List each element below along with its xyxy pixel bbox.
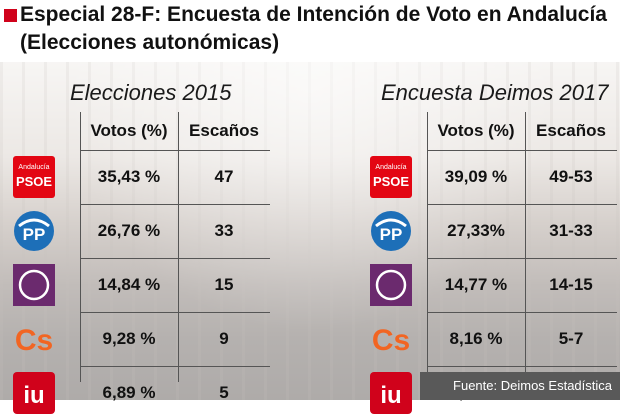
source-credit: Fuente: Deimos Estadística <box>453 378 612 393</box>
divider <box>427 312 617 313</box>
divider <box>427 150 617 151</box>
votes-cell: 14,77 % <box>444 275 508 294</box>
divider <box>427 366 617 367</box>
table-row: Andalucía PSOE 39,09 % 49-53 <box>355 150 620 204</box>
header: Especial 28-F: Encuesta de Intención de … <box>0 0 620 62</box>
votes-cell: 9,28 % <box>102 329 156 348</box>
cs-logo-text: Cs <box>372 324 410 357</box>
podemos-logo <box>13 264 55 306</box>
seats-cell: 14-15 <box>549 275 593 294</box>
seats-cell: 5 <box>219 383 229 402</box>
title-marker <box>4 9 17 22</box>
cs-logo: Cs <box>372 324 410 357</box>
divider <box>80 312 270 313</box>
table-row: Andalucía PSOE 35,43 % 47 <box>0 150 270 204</box>
votes-cell: 6,89 % <box>102 383 156 402</box>
heading-2017: Encuesta Deimos 2017 <box>381 80 609 105</box>
table-row: 14,84 % 15 <box>0 258 270 312</box>
table-row: PP 26,76 % 33 <box>0 204 270 258</box>
iu-logo-text: iu <box>380 382 401 409</box>
psoe-logo-region: Andalucía <box>375 164 406 171</box>
votes-cell: 26,76 % <box>97 221 161 240</box>
iu-logo: iu <box>370 372 412 414</box>
psoe-logo-text: PSOE <box>16 174 52 189</box>
seats-cell: 9 <box>219 329 229 348</box>
seats-cell: 33 <box>214 221 234 240</box>
pp-logo: PP <box>14 211 54 251</box>
page-subtitle: (Elecciones autonómicas) <box>20 31 280 54</box>
heading-2015: Elecciones 2015 <box>70 80 232 105</box>
pp-logo-text: PP <box>23 225 46 244</box>
divider <box>80 112 81 382</box>
cs-logo-text: Cs <box>15 324 53 357</box>
seats-cell: 49-53 <box>549 167 593 186</box>
psoe-logo-region: Andalucía <box>18 164 49 171</box>
divider <box>80 258 270 259</box>
col-votes: Votos (%) <box>437 121 515 140</box>
col-seats: Escaños <box>189 121 259 140</box>
divider <box>178 112 179 382</box>
divider <box>80 150 270 151</box>
table-row: 14,77 % 14-15 <box>355 258 620 312</box>
divider <box>80 366 270 367</box>
divider <box>427 258 617 259</box>
page-title: Especial 28-F: Encuesta de Intención de … <box>20 3 607 26</box>
pp-logo: PP <box>371 211 411 251</box>
table-row: PP 27,33% 31-33 <box>355 204 620 258</box>
divider <box>80 204 270 205</box>
divider <box>427 204 617 205</box>
seats-cell: 31-33 <box>549 221 593 240</box>
divider <box>427 112 428 382</box>
psoe-logo: Andalucía PSOE <box>13 156 55 198</box>
table-row: Cs 9,28 % 9 <box>0 312 270 366</box>
source-bar: Fuente: Deimos Estadística <box>420 372 620 400</box>
votes-cell: 8,16 % <box>449 329 503 348</box>
table-row: Cs 8,16 % 5-7 <box>355 312 620 366</box>
psoe-logo-text: PSOE <box>373 174 409 189</box>
table-row: iu 6,89 % 5 <box>0 328 270 414</box>
seats-cell: 5-7 <box>558 329 584 348</box>
seats-cell: 47 <box>214 167 234 186</box>
iu-logo-text: iu <box>23 382 44 409</box>
seats-cell: 15 <box>214 275 234 294</box>
votes-cell: 35,43 % <box>97 167 161 186</box>
podemos-logo <box>370 264 412 306</box>
col-votes: Votos (%) <box>90 121 168 140</box>
votes-cell: 39,09 % <box>444 167 508 186</box>
col-seats: Escaños <box>536 121 606 140</box>
cs-logo: Cs <box>15 324 53 357</box>
background-overlay <box>0 62 620 400</box>
pp-logo-text: PP <box>380 225 403 244</box>
psoe-logo: Andalucía PSOE <box>370 156 412 198</box>
iu-logo: iu <box>13 372 55 414</box>
votes-cell: 14,84 % <box>97 275 161 294</box>
votes-cell: 27,33% <box>447 221 505 240</box>
divider <box>525 112 526 382</box>
